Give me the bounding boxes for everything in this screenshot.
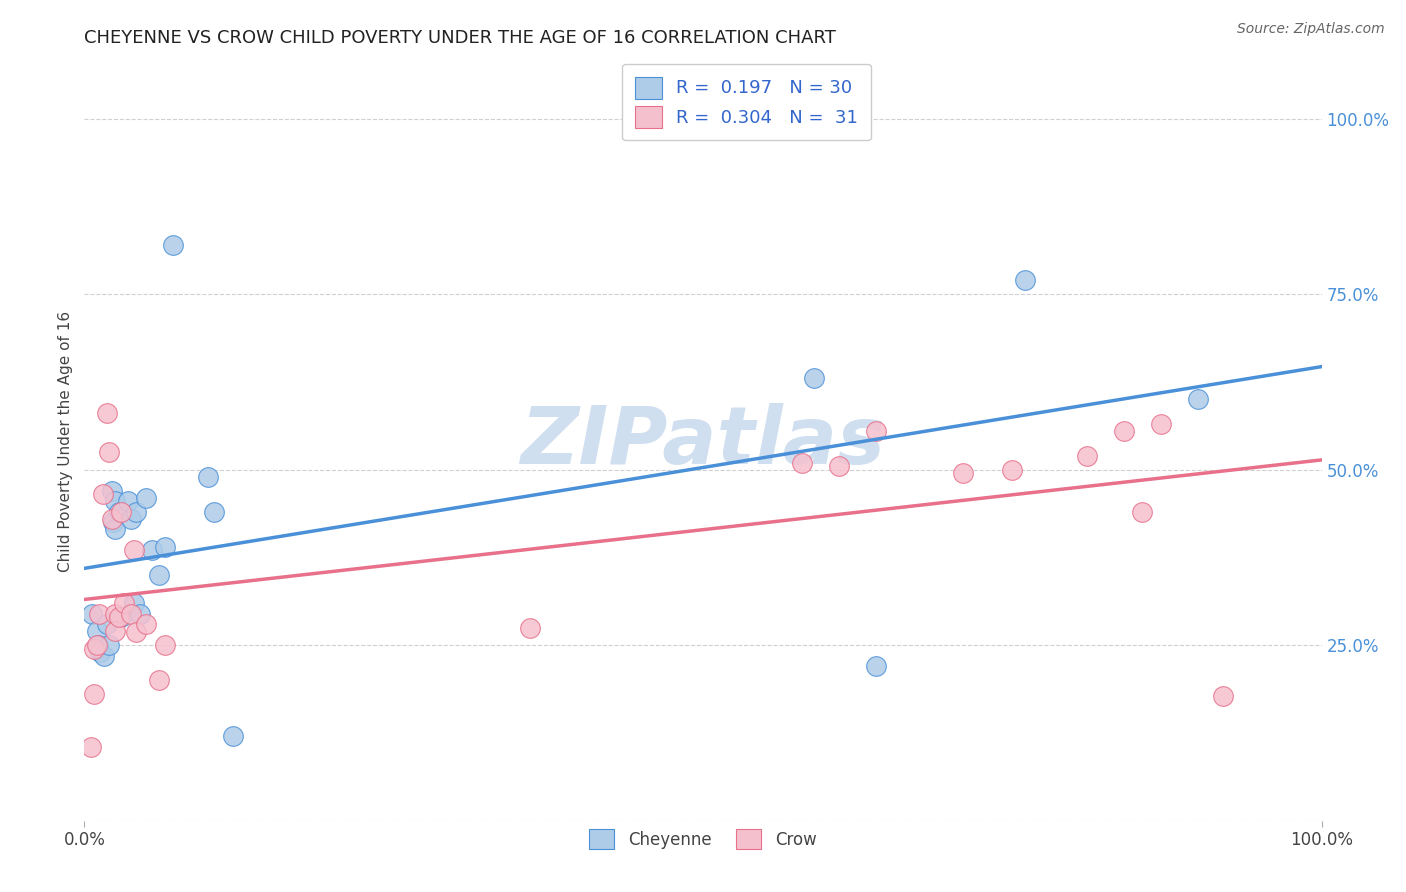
Point xyxy=(83,641,105,656)
Point xyxy=(1150,417,1173,431)
Point xyxy=(222,730,245,744)
Point xyxy=(122,596,145,610)
Text: CHEYENNE VS CROW CHILD POVERTY UNDER THE AGE OF 16 CORRELATION CHART: CHEYENNE VS CROW CHILD POVERTY UNDER THE… xyxy=(84,29,837,47)
Point xyxy=(91,487,114,501)
Point xyxy=(98,445,121,459)
Point xyxy=(197,469,219,483)
Point xyxy=(112,596,135,610)
Point xyxy=(135,617,157,632)
Point xyxy=(108,610,131,624)
Text: ZIPatlas: ZIPatlas xyxy=(520,402,886,481)
Point xyxy=(110,505,132,519)
Text: Source: ZipAtlas.com: Source: ZipAtlas.com xyxy=(1237,22,1385,37)
Point xyxy=(162,238,184,252)
Point xyxy=(87,638,110,652)
Point xyxy=(122,543,145,558)
Point xyxy=(83,687,105,701)
Point xyxy=(80,607,103,621)
Point xyxy=(148,568,170,582)
Point xyxy=(828,459,851,474)
Point xyxy=(110,610,132,624)
Point xyxy=(153,540,176,554)
Point xyxy=(96,407,118,421)
Y-axis label: Child Poverty Under the Age of 16: Child Poverty Under the Age of 16 xyxy=(58,311,73,572)
Point xyxy=(1076,449,1098,463)
Point xyxy=(101,516,124,530)
Point xyxy=(153,638,176,652)
Point xyxy=(125,625,148,640)
Point xyxy=(96,617,118,632)
Point xyxy=(89,607,111,621)
Point xyxy=(86,638,108,652)
Point xyxy=(104,607,127,621)
Point xyxy=(1130,505,1153,519)
Legend: Cheyenne, Crow: Cheyenne, Crow xyxy=(581,821,825,858)
Point xyxy=(865,424,887,438)
Point xyxy=(790,456,813,470)
Point xyxy=(1014,273,1036,287)
Point xyxy=(129,607,152,621)
Point xyxy=(1001,462,1024,476)
Point xyxy=(100,483,122,498)
Point xyxy=(117,494,139,508)
Point xyxy=(202,505,225,519)
Point xyxy=(1112,424,1135,438)
Point xyxy=(120,607,142,621)
Point xyxy=(148,673,170,688)
Point xyxy=(1212,689,1234,703)
Point xyxy=(1187,392,1209,407)
Point xyxy=(803,371,825,385)
Point xyxy=(519,621,541,635)
Point xyxy=(952,466,974,480)
Point xyxy=(86,624,108,639)
Point xyxy=(141,543,163,558)
Point xyxy=(104,494,127,508)
Point xyxy=(93,648,115,663)
Point xyxy=(98,638,121,652)
Point xyxy=(104,522,127,536)
Point xyxy=(104,624,127,639)
Point xyxy=(125,505,148,519)
Point xyxy=(100,512,122,526)
Point xyxy=(135,491,157,505)
Point xyxy=(120,512,142,526)
Point xyxy=(865,659,887,673)
Point xyxy=(89,645,111,659)
Point xyxy=(79,739,101,754)
Point xyxy=(108,505,131,519)
